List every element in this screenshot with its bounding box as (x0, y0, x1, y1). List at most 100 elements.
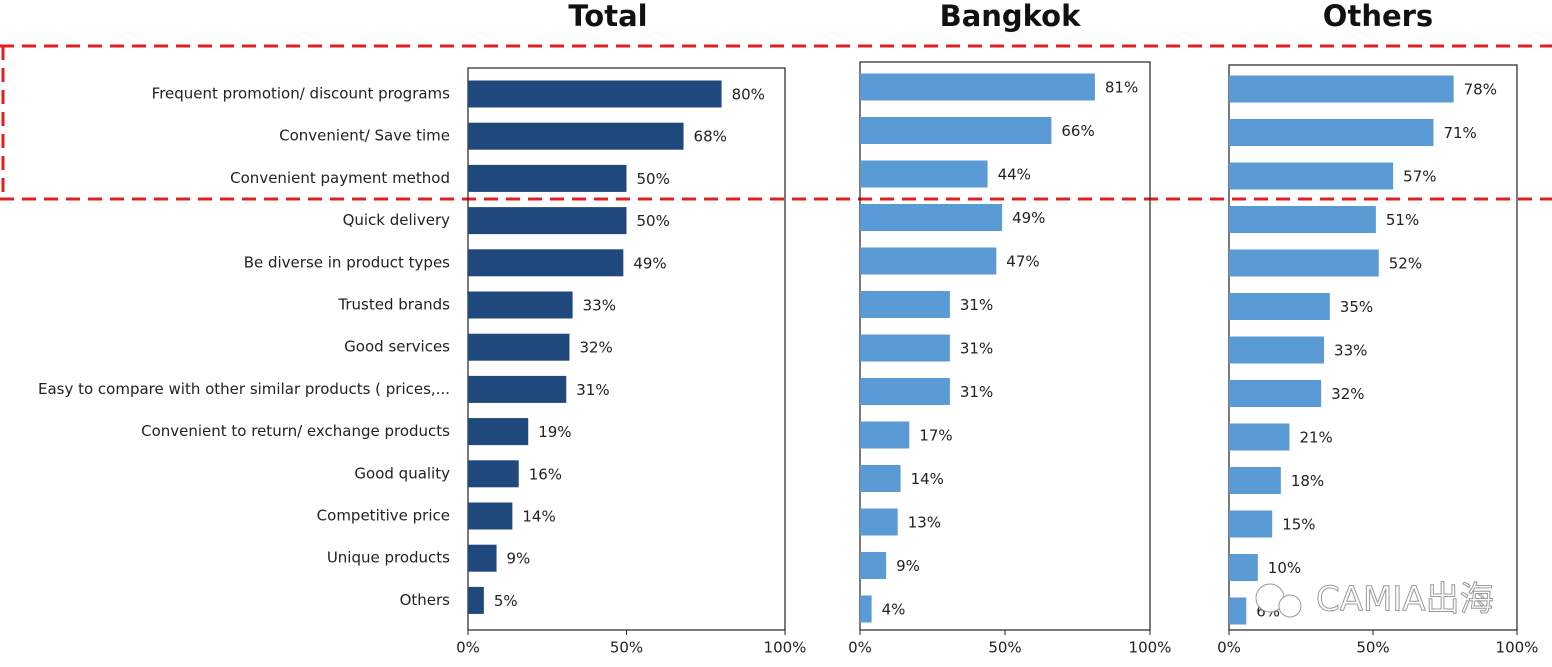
bar (1229, 554, 1258, 581)
bar (468, 164, 627, 192)
x-tick-label: 50% (1356, 639, 1389, 657)
category-label: Competitive price (317, 507, 450, 525)
value-label: 13% (908, 514, 941, 532)
category-label: Convenient/ Save time (279, 127, 450, 145)
bar (468, 122, 684, 150)
value-label: 14% (911, 470, 944, 488)
x-tick-label: 0% (1217, 639, 1241, 657)
x-tick-label: 100% (764, 639, 807, 657)
value-label: 14% (522, 508, 555, 526)
bar (1229, 75, 1454, 103)
bar (1229, 380, 1322, 407)
bar (468, 460, 519, 488)
bar (468, 418, 529, 446)
value-label: 33% (1334, 342, 1367, 360)
bar (860, 421, 910, 449)
bar (1229, 467, 1281, 494)
value-label: 44% (998, 166, 1031, 184)
bar (1229, 119, 1434, 146)
value-label: 50% (637, 212, 670, 230)
category-label: Quick delivery (343, 211, 451, 229)
value-label: 17% (919, 427, 952, 445)
value-label: 81% (1105, 79, 1138, 97)
bar (860, 291, 950, 318)
value-label: 68% (694, 128, 727, 146)
category-label: Easy to compare with other similar produ… (38, 380, 450, 398)
value-label: 57% (1403, 168, 1436, 186)
category-label: Good services (344, 338, 450, 356)
value-label: 71% (1443, 124, 1476, 142)
value-label: 80% (732, 86, 765, 104)
x-tick-label: 50% (610, 639, 643, 657)
watermark: CAMIA出海 (1255, 579, 1494, 620)
bar (468, 502, 513, 530)
value-label: 31% (960, 296, 993, 314)
category-label: Others (400, 591, 451, 609)
value-label: 31% (960, 383, 993, 401)
bar (860, 595, 872, 623)
bar (860, 117, 1052, 144)
value-label: 15% (1282, 516, 1315, 534)
category-label: Convenient to return/ exchange products (141, 422, 450, 440)
value-label: 31% (960, 340, 993, 358)
value-label: 32% (579, 339, 612, 357)
x-tick-label: 100% (1129, 639, 1172, 657)
category-label: Be diverse in product types (244, 253, 450, 271)
value-label: 50% (637, 170, 670, 188)
bar (1229, 293, 1330, 320)
x-tick-label: 100% (1496, 639, 1539, 657)
watermark-icon (1278, 594, 1302, 618)
bar (1229, 336, 1325, 364)
bar (468, 375, 567, 403)
watermark-text: CAMIA出海 (1316, 580, 1494, 620)
x-tick-label: 0% (456, 639, 480, 657)
value-label: 47% (1006, 253, 1039, 271)
bar (1229, 423, 1290, 451)
bar (860, 508, 898, 536)
value-label: 35% (1340, 298, 1373, 316)
value-label: 78% (1464, 81, 1497, 99)
bar (860, 378, 950, 405)
chart-title: Others (1323, 0, 1433, 33)
bar (860, 465, 901, 492)
bar (1229, 597, 1247, 625)
value-label: 49% (633, 254, 666, 272)
chart-title: Bangkok (940, 0, 1082, 33)
value-label: 9% (507, 550, 531, 568)
bar (468, 207, 627, 235)
x-tick-label: 0% (848, 639, 872, 657)
bar (468, 291, 573, 319)
bar (468, 586, 484, 614)
bar (468, 544, 497, 572)
value-label: 66% (1061, 122, 1094, 140)
value-label: 52% (1389, 255, 1422, 273)
bar (860, 552, 887, 579)
category-label: Unique products (327, 549, 450, 567)
bar (860, 73, 1095, 101)
value-label: 18% (1291, 472, 1324, 490)
bar (860, 160, 988, 188)
bar (860, 204, 1003, 231)
value-label: 21% (1299, 429, 1332, 447)
value-label: 51% (1386, 211, 1419, 229)
value-label: 33% (583, 297, 616, 315)
category-label: Frequent promotion/ discount programs (152, 85, 451, 103)
value-label: 10% (1268, 559, 1301, 577)
value-label: 4% (882, 601, 906, 619)
bar (1229, 162, 1394, 190)
bar (1229, 510, 1273, 538)
value-label: 5% (494, 592, 518, 610)
bar (1229, 249, 1379, 277)
bar (1229, 206, 1376, 233)
category-label: Convenient payment method (230, 169, 450, 187)
x-tick-label: 50% (988, 639, 1021, 657)
bar (860, 334, 950, 362)
bar (468, 333, 570, 361)
value-label: 49% (1012, 209, 1045, 227)
value-label: 19% (538, 423, 571, 441)
value-label: 9% (896, 557, 920, 575)
bar (468, 249, 624, 277)
category-label: Good quality (354, 464, 450, 482)
bar (468, 80, 722, 108)
